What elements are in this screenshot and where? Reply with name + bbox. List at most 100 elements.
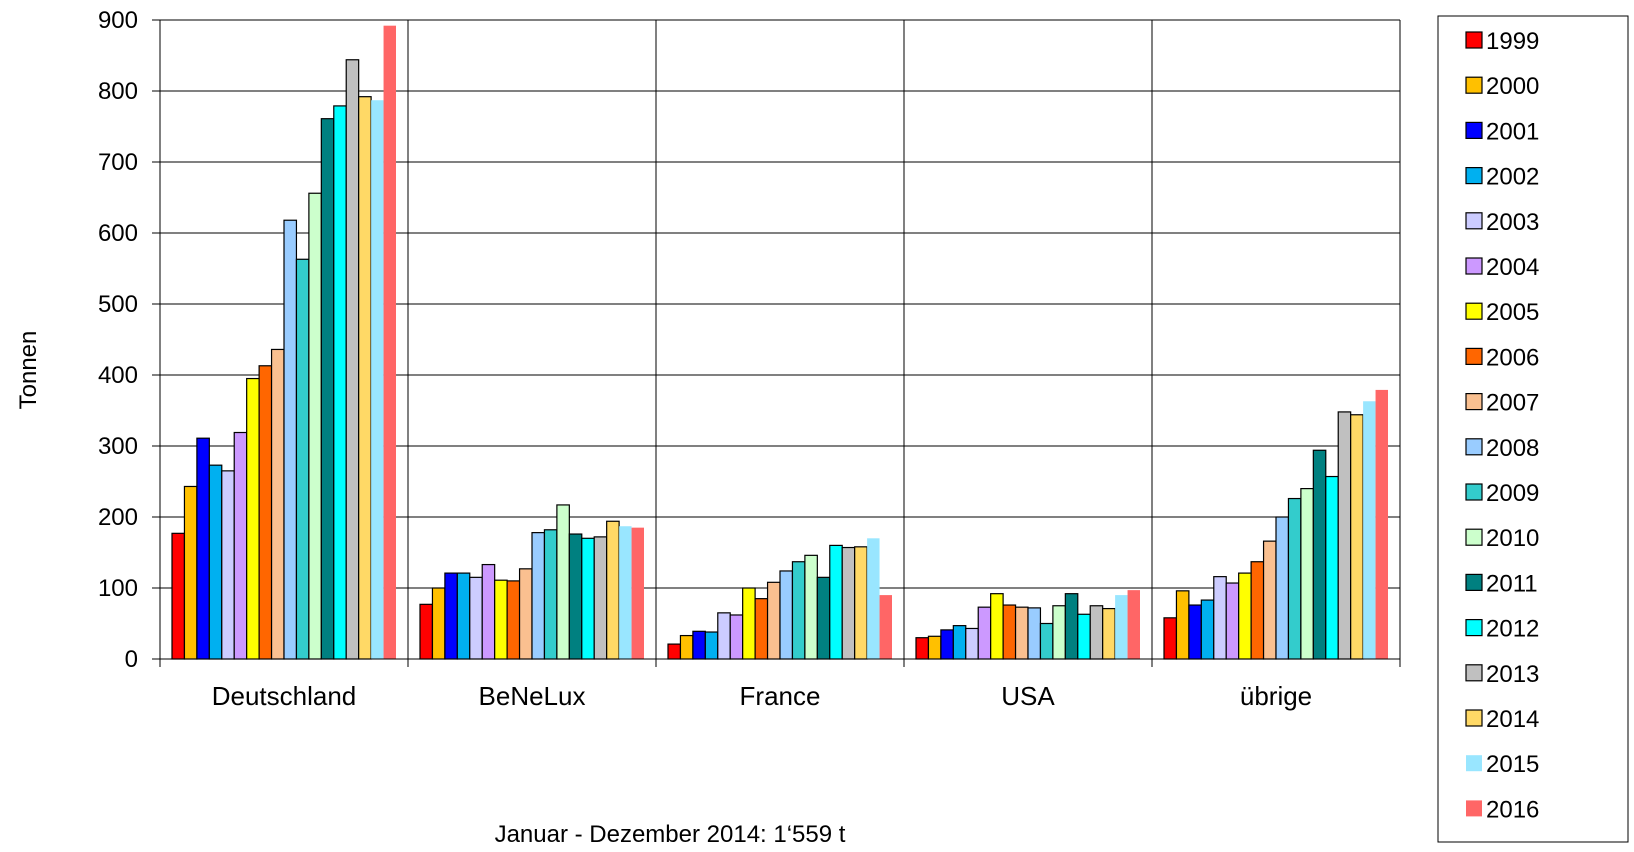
x-category-labels: Deutschland BeNeLux France USA übrige: [212, 681, 1312, 711]
bar-2001-France: [692, 630, 706, 660]
y-tick-label: 600: [98, 220, 138, 247]
bar-2006-France: [754, 598, 769, 660]
y-tick-label: 0: [125, 646, 138, 673]
bar-2006-USA: [1002, 604, 1017, 660]
legend-label-2014: 2014: [1486, 706, 1539, 733]
legend-label-2008: 2008: [1486, 435, 1539, 462]
bar-2001-USA: [940, 629, 954, 660]
legend-swatch-2012: [1465, 618, 1483, 637]
bar-2002-Deutschland: [208, 464, 223, 660]
bar-2012-BeNeLux: [581, 537, 595, 660]
legend-label-1999: 1999: [1486, 28, 1539, 55]
legend-swatch-2005: [1465, 302, 1483, 320]
bar-2012-übrige: [1325, 475, 1339, 660]
legend-box: [1437, 15, 1629, 843]
legend-label-2001: 2001: [1486, 118, 1539, 145]
bar-2004-USA: [977, 606, 992, 660]
bar-2011-USA: [1064, 593, 1079, 660]
bar-2003-übrige: [1213, 576, 1227, 660]
bar-2005-Deutschland: [246, 377, 260, 660]
bar-2000-BeNeLux: [431, 587, 446, 660]
bar-2006-übrige: [1250, 561, 1265, 660]
bar-1999-Deutschland: [171, 532, 186, 660]
legend-label-2013: 2013: [1486, 661, 1539, 688]
bar-2010-übrige: [1300, 488, 1314, 660]
x-category-label: Deutschland: [212, 681, 357, 711]
legend-label-2003: 2003: [1486, 209, 1539, 236]
legend-label-2005: 2005: [1486, 299, 1539, 326]
x-category-label: USA: [1001, 681, 1055, 711]
y-tick-label: 900: [98, 7, 138, 34]
legend: 1999 2000 2001 2002 2003 2004 2005 2006 2007 2008…: [1437, 15, 1629, 843]
legend-label-2002: 2002: [1486, 164, 1539, 191]
bar-2002-übrige: [1200, 599, 1215, 660]
legend-swatch-2006: [1465, 347, 1483, 365]
legend-swatch-2009: [1465, 483, 1483, 501]
bar-1999-USA: [915, 637, 930, 660]
legend-swatch-2003: [1465, 212, 1483, 230]
legend-label-2000: 2000: [1486, 73, 1539, 100]
bar-2005-BeNeLux: [494, 579, 508, 660]
bar-2010-USA: [1052, 605, 1066, 660]
bar-2015-France: [867, 538, 880, 659]
bar-2004-France: [729, 614, 744, 660]
bar-2002-USA: [952, 625, 967, 660]
y-axis-title: Tonnen: [15, 331, 42, 410]
bar-2009-USA: [1039, 622, 1054, 660]
bar-2008-übrige: [1275, 516, 1290, 660]
bar-2010-Deutschland: [308, 192, 322, 660]
legend-label-2016: 2016: [1486, 796, 1539, 823]
legend-swatch-2007: [1465, 393, 1483, 411]
bar-2006-BeNeLux: [506, 580, 521, 660]
bar-2016-France: [879, 595, 892, 659]
bar-2013-übrige: [1337, 411, 1352, 660]
legend-swatch-2015: [1466, 755, 1482, 772]
bar-2009-BeNeLux: [543, 529, 558, 660]
bar-2003-USA: [965, 627, 979, 660]
legend-label-2012: 2012: [1486, 616, 1539, 643]
y-tick-label: 400: [98, 362, 138, 389]
y-tick-label: 500: [98, 291, 138, 318]
bar-2015-Deutschland: [371, 100, 384, 660]
y-tick-label: 200: [98, 504, 138, 531]
bar-2003-France: [717, 612, 731, 660]
bar-2011-France: [816, 576, 831, 660]
bar-1999-BeNeLux: [419, 603, 434, 660]
bar-2008-BeNeLux: [531, 532, 546, 660]
bar-2000-Deutschland: [183, 485, 198, 660]
legend-label-2004: 2004: [1486, 254, 1539, 281]
legend-swatch-2004: [1465, 257, 1483, 275]
x-category-label: BeNeLux: [479, 681, 586, 711]
y-tick-label: 700: [98, 149, 138, 176]
legend-label-2011: 2011: [1486, 570, 1538, 597]
bar-2015-BeNeLux: [619, 526, 632, 659]
bar-2014-übrige: [1350, 414, 1364, 660]
bar-2011-BeNeLux: [568, 533, 583, 660]
bar-2001-BeNeLux: [444, 572, 458, 660]
y-tick-labels: 0 100 200 300 400 500 600 700 800 900: [98, 7, 138, 673]
bar-2011-Deutschland: [320, 118, 335, 660]
bar-2012-USA: [1077, 613, 1091, 660]
bar-2007-France: [766, 581, 781, 660]
bar-2007-Deutschland: [270, 348, 285, 660]
legend-label-2009: 2009: [1486, 480, 1539, 507]
bar-2000-France: [679, 634, 694, 660]
bar-2004-BeNeLux: [481, 563, 496, 660]
bar-2005-übrige: [1238, 572, 1252, 660]
bar-2000-übrige: [1175, 590, 1190, 660]
bar-2005-USA: [990, 593, 1004, 660]
bar-2013-Deutschland: [345, 59, 360, 660]
x-category-label: France: [740, 681, 821, 711]
bar-2002-BeNeLux: [456, 572, 471, 660]
bar-2007-USA: [1014, 606, 1029, 660]
bar-2016-übrige: [1375, 389, 1388, 659]
y-tick-label: 300: [98, 433, 138, 460]
bar-2013-USA: [1089, 605, 1104, 660]
bar-2014-BeNeLux: [606, 520, 620, 660]
legend-swatch-2011: [1465, 573, 1483, 592]
bar-2008-France: [779, 570, 794, 660]
legend-swatch-2014: [1465, 709, 1483, 727]
footnote: Januar - Dezember 2014: 1‘559 t: [495, 821, 846, 848]
